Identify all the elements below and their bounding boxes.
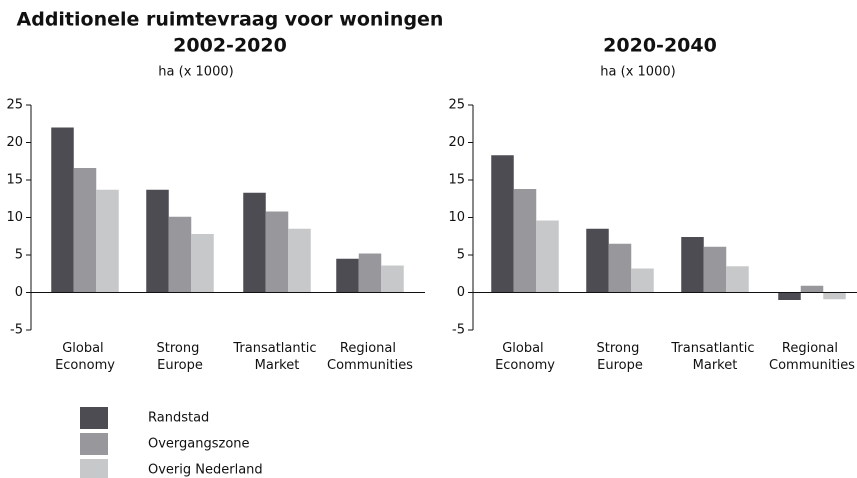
x-tick-label: Regional Communities	[769, 341, 855, 373]
x-tick-label-line: Market	[255, 358, 300, 373]
bar	[191, 234, 214, 293]
bar	[778, 292, 801, 300]
bar	[586, 228, 609, 293]
bar	[608, 243, 632, 293]
bar	[726, 266, 749, 293]
chart-subtitle: 2020-2040	[603, 35, 717, 57]
x-tick-label-line: Transatlantic	[232, 341, 320, 356]
x-tick-label-line: Market	[693, 358, 738, 373]
y-tick-label: -5	[10, 323, 23, 338]
bar	[703, 246, 727, 293]
y-tick-label: 15	[448, 173, 465, 188]
x-tick-label-line: Economy	[495, 358, 555, 373]
x-tick-label: Strong Europe	[157, 341, 204, 373]
legend-swatch	[80, 459, 108, 478]
x-tick-label-line: Economy	[55, 358, 115, 373]
legend-swatch	[80, 433, 108, 455]
x-tick-label-line: Regional	[782, 341, 842, 356]
bar	[491, 155, 514, 293]
y-tick-label: 0	[15, 285, 23, 300]
bar	[631, 268, 654, 293]
legend-label: Overgangszone	[148, 437, 250, 452]
y-tick-label: 5	[457, 248, 465, 263]
legend-swatch	[80, 407, 108, 429]
x-tick-label: Transatlantic Market	[670, 341, 758, 373]
bar	[513, 189, 537, 293]
bar	[681, 237, 704, 293]
x-tick-label-line: Strong	[597, 341, 644, 356]
x-tick-label-line: Regional	[340, 341, 400, 356]
chart-subtitle: 2002-2020	[173, 35, 287, 57]
y-tick-label: 20	[6, 135, 23, 150]
y-tick-label: -5	[452, 323, 465, 338]
y-tick-label: 25	[448, 98, 465, 113]
x-tick-label-line: Strong	[157, 341, 204, 356]
y-tick-label: 15	[6, 173, 23, 188]
x-tick-label-line: Global	[62, 341, 108, 356]
bar	[243, 192, 266, 293]
x-tick-label-line: Europe	[157, 358, 203, 373]
bar	[73, 168, 97, 293]
chart-title: Additionele ruimtevraag voor woningen	[17, 9, 444, 31]
legend-label: Overig Nederland	[148, 463, 263, 478]
y-axis-label: ha (x 1000)	[158, 65, 233, 80]
x-tick-label: Transatlantic Market	[232, 341, 320, 373]
bar	[265, 211, 289, 293]
x-tick-label: Regional Communities	[327, 341, 413, 373]
bar	[146, 189, 169, 293]
legend-label: Randstad	[148, 411, 209, 426]
bar	[381, 265, 404, 293]
y-axis-label: ha (x 1000)	[600, 65, 675, 80]
bar	[536, 220, 559, 293]
y-tick-label: 5	[15, 248, 23, 263]
x-tick-label: Global Economy	[495, 341, 555, 373]
x-tick-label: Strong Europe	[597, 341, 644, 373]
y-tick-label: 10	[6, 210, 23, 225]
y-tick-label: 20	[448, 135, 465, 150]
bar	[823, 292, 846, 300]
x-tick-label-line: Communities	[327, 358, 413, 373]
y-tick-label: 0	[457, 285, 465, 300]
x-tick-label-line: Transatlantic	[670, 341, 758, 356]
bar	[288, 228, 311, 293]
bar	[358, 253, 382, 293]
bar	[800, 285, 824, 293]
x-tick-label: Global Economy	[55, 341, 115, 373]
bar	[336, 258, 359, 293]
bar	[168, 216, 192, 293]
x-tick-label-line: Communities	[769, 358, 855, 373]
bar	[51, 127, 74, 293]
y-tick-label: 10	[448, 210, 465, 225]
x-tick-label-line: Europe	[597, 358, 643, 373]
bar	[96, 189, 119, 293]
x-tick-label-line: Global	[502, 341, 548, 356]
y-tick-label: 25	[6, 98, 23, 113]
